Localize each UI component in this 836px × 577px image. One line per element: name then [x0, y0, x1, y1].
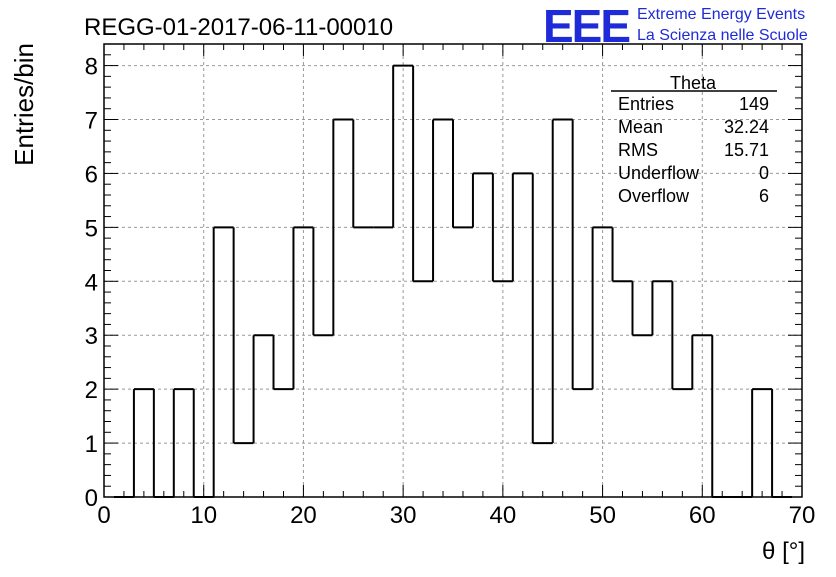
y-tick-label: 7	[85, 108, 98, 135]
stats-value-entries: 149	[739, 94, 769, 114]
y-tick-label: 2	[85, 377, 98, 404]
x-tick-label: 10	[190, 502, 217, 529]
y-tick-label: 5	[85, 215, 98, 242]
x-tick-label: 60	[689, 502, 716, 529]
x-axis-label: θ [°]	[762, 538, 805, 565]
chart-title: REGG-01-2017-06-11-00010	[84, 14, 393, 41]
stats-value-overflow: 6	[759, 186, 769, 206]
x-tick-label: 70	[789, 502, 816, 529]
x-tick-label: 0	[97, 502, 110, 529]
stats-label-entries: Entries	[618, 94, 674, 114]
y-axis-label: Entries/bin	[9, 43, 39, 166]
x-tick-labels: 0 10 20 30 40 50 60 70	[97, 502, 815, 529]
eee-logo: EEE Extreme Energy Events La Scienza nel…	[543, 0, 808, 52]
stats-title: Theta	[670, 73, 717, 93]
stats-value-underflow: 0	[759, 163, 769, 183]
stats-label-underflow: Underflow	[618, 163, 700, 183]
y-tick-label: 6	[85, 161, 98, 188]
y-tick-label: 3	[85, 323, 98, 350]
stats-label-rms: RMS	[618, 140, 658, 160]
stats-box: Theta Entries 149 Mean 32.24 RMS 15.71 U…	[611, 73, 777, 206]
y-tick-label: 4	[85, 269, 98, 296]
logo-line-2: La Scienza nelle Scuole	[637, 27, 808, 44]
y-tick-labels: 0 1 2 3 4 5 6 7 8	[85, 54, 98, 512]
y-tick-label: 8	[85, 54, 98, 81]
stats-label-overflow: Overflow	[618, 186, 690, 206]
x-tick-label: 20	[290, 502, 317, 529]
logo-line-1: Extreme Energy Events	[637, 6, 805, 23]
x-tick-label: 40	[490, 502, 517, 529]
stats-value-rms: 15.71	[724, 140, 769, 160]
x-tick-label: 30	[390, 502, 417, 529]
stats-label-mean: Mean	[618, 117, 663, 137]
axes	[103, 43, 803, 498]
y-tick-label: 0	[85, 485, 98, 512]
x-tick-label: 50	[589, 502, 616, 529]
stats-value-mean: 32.24	[724, 117, 769, 137]
y-tick-label: 1	[85, 431, 98, 458]
